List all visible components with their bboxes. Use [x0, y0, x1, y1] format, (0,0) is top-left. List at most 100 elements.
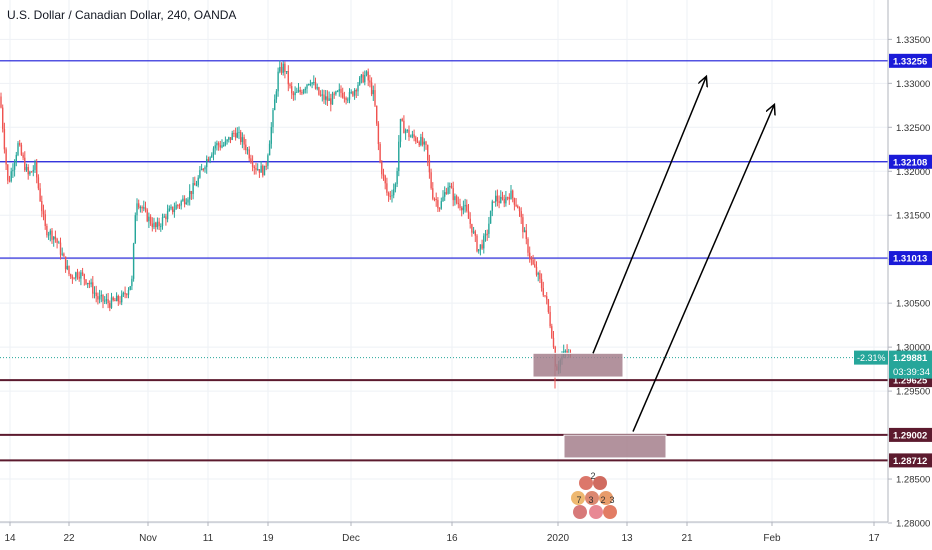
candle-body: [209, 157, 211, 161]
logo-dot: [589, 505, 603, 519]
x-tick-label: 14: [4, 533, 16, 544]
candle-body: [314, 82, 317, 89]
logo-digit: 2: [600, 495, 605, 505]
level-price-label: 1.31013: [893, 254, 927, 265]
candle-body: [444, 192, 446, 197]
candle-body: [105, 299, 108, 301]
change-badge: -2.31%: [857, 353, 886, 363]
y-tick-label: 1.30500: [896, 299, 930, 310]
candle-body: [369, 80, 371, 83]
candle-body: [97, 296, 99, 300]
level-price-label: 1.29625: [893, 376, 928, 387]
candle-body: [233, 133, 235, 135]
y-tick-label: 1.28500: [896, 475, 930, 486]
x-tick-label: Dec: [342, 533, 360, 544]
candle-body: [393, 189, 395, 196]
candle-body: [75, 272, 77, 279]
candle-body: [347, 99, 349, 101]
candle-body: [5, 149, 7, 165]
candle-body: [211, 154, 213, 158]
candle-body: [98, 296, 101, 300]
candle-body: [287, 71, 289, 85]
candle-body: [7, 164, 9, 181]
candle-body: [107, 299, 109, 304]
candle-body: [260, 165, 262, 173]
candle-body: [195, 185, 198, 187]
candle-body: [523, 230, 526, 233]
y-tick-label: 1.33500: [896, 35, 930, 46]
candle-body: [226, 139, 228, 142]
candle-body: [338, 89, 340, 92]
candle-body: [379, 144, 381, 163]
candle-body: [139, 207, 142, 209]
candle-body: [76, 272, 79, 277]
candle-body: [539, 273, 541, 280]
candle-body: [285, 71, 288, 73]
candle-body: [126, 294, 128, 296]
candle-body: [394, 184, 397, 190]
candle-body: [182, 198, 184, 202]
candle-body: [155, 222, 157, 228]
y-tick-label: 1.34000: [896, 0, 930, 2]
candle-body: [350, 91, 352, 93]
candle-body: [500, 196, 502, 203]
candle-body: [168, 208, 170, 212]
logo-dot: [579, 476, 593, 490]
candle-body: [70, 274, 72, 277]
candle-body: [445, 192, 448, 194]
logo-dot: [603, 505, 617, 519]
candle-body: [234, 133, 237, 138]
candle-body: [44, 214, 46, 226]
candle-body: [442, 196, 444, 202]
candle-body: [486, 233, 488, 235]
candle-body: [30, 171, 33, 173]
candle-body: [127, 289, 130, 295]
watermark-logo: 27 3 2 3: [571, 471, 617, 519]
candle-body: [478, 249, 480, 252]
candle-body: [119, 301, 121, 303]
candle-body: [206, 159, 208, 168]
price-axis[interactable]: 1.34000 1.33500 1.33000 1.32500 1.32000 1.315…: [854, 0, 932, 530]
candle-body: [491, 201, 493, 211]
candle-body: [183, 198, 186, 205]
candle-body: [435, 198, 437, 201]
candle-body: [389, 195, 391, 197]
candle-body: [83, 274, 85, 280]
candle-body: [522, 217, 524, 233]
x-tick-label: Feb: [763, 533, 781, 544]
candle-body: [114, 300, 116, 302]
candle-body: [66, 265, 68, 270]
candle-body: [496, 195, 499, 202]
level-price-label: 1.28712: [893, 456, 927, 467]
candle-body: [95, 292, 97, 297]
candle-body: [489, 210, 492, 224]
candle-body: [566, 350, 568, 354]
candle-body: [430, 172, 432, 189]
candle-body: [71, 276, 74, 279]
candle-body: [291, 86, 293, 94]
x-tick-label: 16: [446, 533, 458, 544]
logo-digit: 3: [588, 495, 593, 505]
candle-body: [326, 96, 329, 101]
candle-body: [175, 205, 177, 210]
candle-body: [493, 201, 495, 203]
candle-body: [217, 143, 220, 146]
candle-body: [166, 211, 169, 220]
time-axis[interactable]: 14 22 Nov 11 19 Dec 16 2020 13 21 Feb 17: [0, 521, 888, 544]
arrows: [592, 77, 774, 432]
candle-body: [36, 162, 38, 178]
x-tick-label: 19: [262, 533, 274, 544]
candle-body: [308, 84, 310, 86]
candle-body: [22, 154, 24, 158]
candle-body: [212, 148, 215, 155]
candle-body: [90, 282, 92, 285]
candle-body: [406, 129, 408, 131]
level-price-label-bg: [889, 53, 932, 68]
candle-body: [229, 137, 232, 140]
zones: [532, 352, 667, 459]
candle-body: [319, 94, 322, 96]
candle-body: [204, 167, 206, 170]
candle-body: [56, 238, 58, 243]
candle-body: [156, 221, 159, 228]
